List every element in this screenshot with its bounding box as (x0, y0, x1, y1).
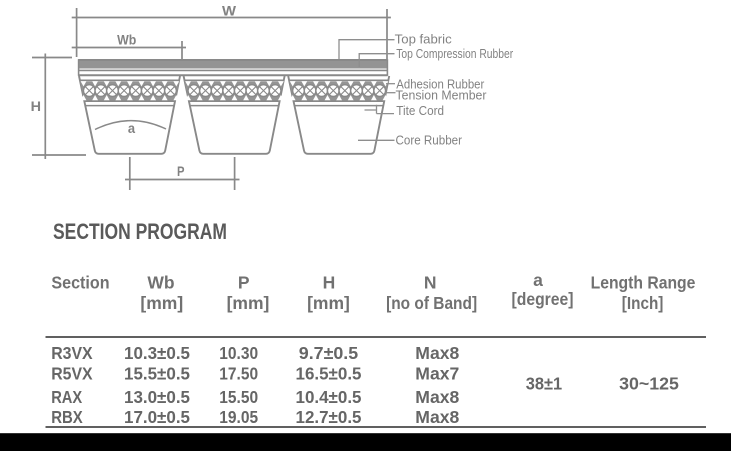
svg-text:H: H (323, 272, 336, 292)
svg-text:[mm]: [mm] (140, 293, 183, 313)
svg-text:RAX: RAX (51, 387, 82, 407)
svg-text:19.05: 19.05 (219, 407, 258, 427)
svg-text:R3VX: R3VX (51, 343, 93, 363)
svg-text:15.50: 15.50 (219, 387, 258, 407)
svg-text:SECTION PROGRAM: SECTION PROGRAM (53, 219, 227, 244)
svg-text:Wb: Wb (147, 272, 174, 292)
svg-text:Top Compression Rubber: Top Compression Rubber (396, 47, 513, 61)
svg-text:Adhesion Rubber: Adhesion Rubber (396, 77, 484, 91)
svg-text:Core Rubber: Core Rubber (396, 133, 463, 147)
svg-text:P: P (177, 163, 185, 179)
svg-text:17.50: 17.50 (219, 364, 258, 384)
svg-text:Tension Member: Tension Member (396, 89, 487, 103)
svg-text:RBX: RBX (51, 407, 83, 427)
svg-text:13.0±0.5: 13.0±0.5 (124, 387, 190, 407)
svg-text:16.5±0.5: 16.5±0.5 (296, 364, 362, 384)
svg-text:38±1: 38±1 (526, 374, 563, 394)
svg-text:R5VX: R5VX (51, 364, 93, 384)
svg-text:[mm]: [mm] (307, 293, 350, 313)
svg-text:Max8: Max8 (415, 407, 459, 427)
svg-text:9.7±0.5: 9.7±0.5 (299, 343, 359, 363)
svg-text:10.3±0.5: 10.3±0.5 (124, 343, 190, 363)
svg-text:30~125: 30~125 (619, 374, 679, 394)
svg-text:Tite Cord: Tite Cord (396, 104, 444, 118)
svg-text:W: W (222, 2, 237, 18)
svg-text:[Inch]: [Inch] (622, 293, 664, 313)
svg-text:Wb: Wb (117, 31, 136, 47)
svg-text:[mm]: [mm] (227, 293, 270, 313)
svg-text:a: a (128, 120, 135, 136)
svg-text:15.5±0.5: 15.5±0.5 (124, 364, 190, 384)
svg-text:P: P (238, 272, 250, 292)
svg-text:N: N (424, 272, 437, 292)
svg-text:H: H (31, 98, 41, 114)
svg-text:[no of Band]: [no of Band] (386, 293, 477, 313)
svg-text:Max7: Max7 (415, 364, 459, 384)
svg-text:12.7±0.5: 12.7±0.5 (296, 407, 362, 427)
svg-text:Max8: Max8 (415, 387, 459, 407)
svg-text:Length Range: Length Range (591, 272, 696, 292)
svg-text:a: a (533, 270, 543, 290)
svg-text:10.30: 10.30 (219, 343, 258, 363)
svg-text:Max8: Max8 (415, 343, 459, 363)
svg-text:Top fabric: Top fabric (395, 32, 452, 46)
svg-text:10.4±0.5: 10.4±0.5 (296, 387, 362, 407)
svg-text:[degree]: [degree] (512, 289, 574, 309)
svg-text:17.0±0.5: 17.0±0.5 (124, 407, 190, 427)
svg-text:Section: Section (51, 272, 109, 292)
